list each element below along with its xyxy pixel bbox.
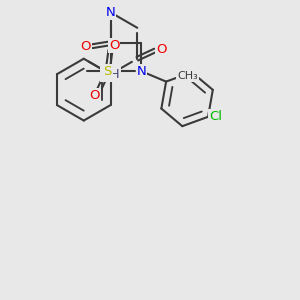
Text: NH: NH (101, 68, 120, 81)
Text: N: N (136, 65, 146, 78)
Text: O: O (80, 40, 91, 53)
Text: O: O (109, 39, 119, 52)
Text: Cl: Cl (209, 110, 222, 123)
Text: N: N (106, 6, 116, 19)
Text: S: S (103, 65, 112, 78)
Text: O: O (156, 43, 167, 56)
Text: O: O (89, 88, 100, 102)
Text: CH₃: CH₃ (177, 71, 198, 81)
